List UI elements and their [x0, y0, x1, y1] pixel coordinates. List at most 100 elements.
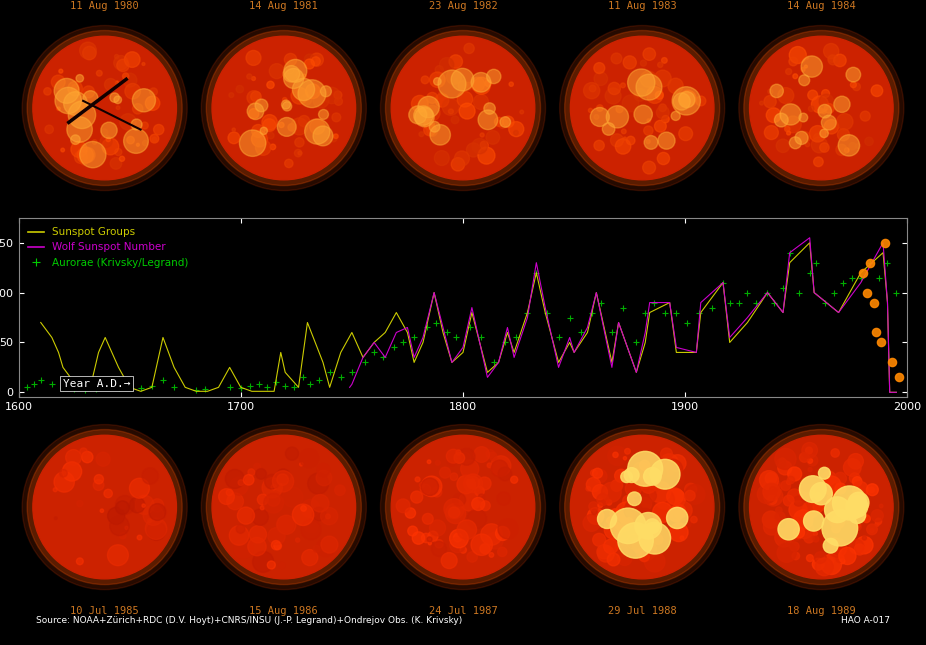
Circle shape — [458, 81, 468, 91]
Circle shape — [790, 542, 799, 551]
Circle shape — [770, 486, 777, 494]
Circle shape — [201, 26, 367, 190]
Point — [118, 381, 132, 392]
Circle shape — [744, 430, 899, 584]
Text: 14 Aug 1984: 14 Aug 1984 — [787, 1, 856, 11]
Circle shape — [445, 503, 466, 524]
Circle shape — [293, 504, 314, 526]
Circle shape — [831, 517, 842, 528]
Circle shape — [486, 130, 500, 144]
Point — [56, 383, 70, 393]
Circle shape — [875, 522, 879, 526]
Circle shape — [815, 551, 826, 564]
Circle shape — [638, 497, 652, 511]
Point — [387, 342, 402, 353]
Circle shape — [434, 151, 449, 166]
Circle shape — [435, 94, 449, 107]
Circle shape — [430, 520, 445, 536]
Point — [657, 308, 672, 318]
Circle shape — [641, 478, 657, 493]
Circle shape — [276, 516, 294, 533]
Circle shape — [607, 553, 619, 566]
Circle shape — [759, 471, 779, 490]
Circle shape — [611, 53, 622, 64]
Point — [189, 385, 204, 395]
Circle shape — [457, 520, 477, 539]
Circle shape — [559, 424, 725, 590]
Circle shape — [448, 109, 454, 114]
Circle shape — [475, 486, 484, 496]
Circle shape — [450, 473, 457, 481]
Circle shape — [119, 156, 125, 161]
Point — [862, 257, 877, 268]
Point — [809, 257, 824, 268]
Circle shape — [605, 523, 607, 526]
Circle shape — [489, 452, 496, 460]
Circle shape — [799, 484, 815, 500]
Circle shape — [272, 471, 294, 492]
Point — [44, 379, 59, 390]
Point — [167, 382, 181, 393]
Circle shape — [311, 57, 320, 66]
Circle shape — [439, 92, 444, 97]
Circle shape — [27, 430, 182, 584]
Circle shape — [268, 528, 285, 545]
Circle shape — [644, 135, 657, 149]
Circle shape — [486, 532, 503, 549]
Circle shape — [867, 484, 878, 495]
Circle shape — [870, 529, 874, 533]
Circle shape — [673, 504, 685, 517]
Circle shape — [122, 73, 129, 79]
Circle shape — [784, 126, 790, 132]
Circle shape — [615, 139, 631, 154]
Circle shape — [801, 68, 805, 72]
Circle shape — [96, 70, 102, 76]
Point — [705, 303, 720, 313]
Circle shape — [657, 132, 675, 149]
Circle shape — [840, 559, 845, 564]
Circle shape — [819, 467, 831, 479]
Circle shape — [447, 457, 457, 466]
Circle shape — [391, 435, 535, 579]
Circle shape — [597, 546, 614, 562]
Circle shape — [298, 151, 302, 155]
Circle shape — [662, 459, 682, 480]
Circle shape — [234, 539, 253, 558]
Point — [551, 332, 566, 342]
Circle shape — [82, 46, 96, 60]
Circle shape — [594, 72, 607, 85]
Circle shape — [788, 467, 802, 481]
Circle shape — [294, 138, 304, 147]
Circle shape — [495, 526, 509, 541]
Circle shape — [62, 462, 81, 481]
Circle shape — [282, 102, 292, 111]
Circle shape — [647, 453, 657, 463]
Circle shape — [589, 502, 598, 511]
Circle shape — [853, 481, 868, 497]
Circle shape — [813, 501, 824, 512]
Point — [891, 372, 906, 382]
Circle shape — [657, 62, 663, 68]
Circle shape — [422, 513, 433, 524]
Circle shape — [142, 122, 148, 129]
Circle shape — [302, 550, 318, 566]
Circle shape — [519, 110, 523, 114]
Circle shape — [227, 493, 244, 510]
Circle shape — [313, 546, 320, 552]
Circle shape — [644, 468, 661, 485]
Circle shape — [144, 505, 164, 526]
Point — [540, 308, 555, 318]
Circle shape — [284, 59, 307, 83]
Circle shape — [774, 113, 788, 127]
Point — [498, 337, 513, 348]
Point — [67, 384, 81, 395]
Point — [233, 383, 248, 393]
Circle shape — [271, 484, 276, 490]
Circle shape — [593, 484, 607, 500]
Circle shape — [789, 501, 807, 519]
Circle shape — [644, 551, 665, 572]
Circle shape — [478, 147, 495, 164]
Circle shape — [622, 495, 634, 507]
Circle shape — [251, 92, 261, 102]
Circle shape — [457, 475, 475, 493]
